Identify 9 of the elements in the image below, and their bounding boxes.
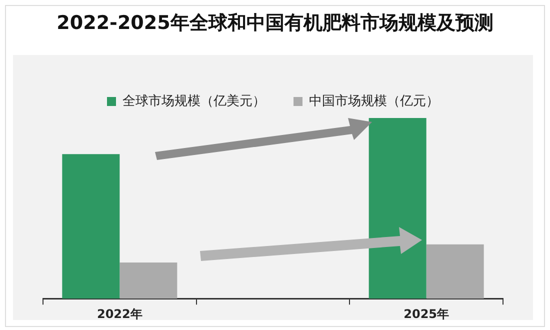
bar: [368, 118, 426, 299]
legend-label: 全球市场规模（亿美元）: [122, 92, 266, 109]
bar: [120, 262, 178, 299]
chart-title: 2022-2025年全球和中国有机肥料市场规模及预测: [56, 11, 494, 36]
bar: [426, 244, 484, 299]
x-tick-label: 2025年: [404, 306, 450, 321]
x-tick-label: 2022年: [96, 306, 142, 321]
bar: [62, 154, 120, 299]
legend-label: 中国市场规模（亿元）: [309, 94, 439, 109]
